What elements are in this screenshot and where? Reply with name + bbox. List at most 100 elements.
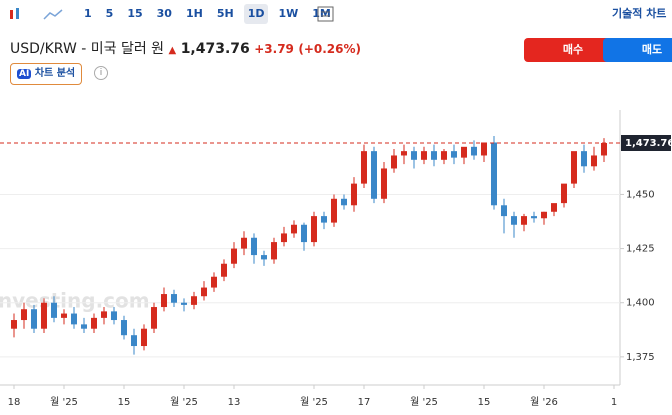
up-arrow: ▲ [168,45,177,56]
candle-body [551,203,557,212]
y-tick-label: 1,375 [626,352,655,363]
x-tick-label: 15 [478,397,491,408]
candle-body [351,183,357,206]
candle-body [91,317,97,329]
candle-body [371,151,377,199]
candle-body [301,224,307,243]
candle-body [311,216,317,243]
x-tick-label: 17 [358,397,371,408]
candle-body [431,151,437,160]
candle-body [541,211,547,219]
candle-body [201,287,207,297]
candle-body [121,320,127,336]
candle-body [401,151,407,156]
candle-body [341,198,347,206]
candle-body [391,155,397,169]
candle-body [31,309,37,329]
candle-body [221,263,227,277]
candle-body [71,313,77,325]
candle-body [491,142,497,206]
candle-body [591,155,597,167]
candle-body [21,309,27,321]
interval[interactable]: 5 [105,7,114,20]
change: +3.79 [254,42,294,56]
info-icon[interactable]: i [94,66,108,80]
candle-body [321,216,327,223]
candle-body [231,248,237,264]
candle-body [51,302,57,318]
candle-body [481,142,487,156]
candle-body [521,216,527,225]
x-tick-label: 18 [8,397,21,408]
tech-chart-link[interactable]: 기술적 차트 [612,7,667,20]
candle-body [181,302,187,305]
candle-body [101,311,107,318]
interval[interactable]: 1M [312,7,331,20]
sell-button[interactable]: 매도 [603,38,672,62]
candle-body [421,151,427,160]
interval[interactable]: 30 [156,7,172,20]
candle-body [81,324,87,329]
interval[interactable]: 1H [185,7,203,20]
interval[interactable]: 15 [127,7,143,20]
indicator-icon[interactable] [316,4,336,24]
y-tick-label: 1,400 [626,298,655,309]
candle-body [361,151,367,184]
candle-body [571,151,577,184]
candle-body [501,205,507,217]
candle-body [291,224,297,234]
candle-body [331,198,337,223]
candle-body [61,313,67,318]
x-tick-label: 13 [228,397,241,408]
ai-analysis-button[interactable]: AI 차트 분석 [10,63,83,85]
ai-badge: AI [17,69,32,79]
y-tick-label: 1,450 [626,189,655,200]
x-tick-label: 15 [118,397,131,408]
x-tick-label: 월 '25 [170,396,198,408]
candle-body [441,151,447,160]
candle-body [411,151,417,160]
candle-body [251,237,257,256]
x-tick-label: 1 [611,397,617,408]
candle-body [381,168,387,199]
candle-body [601,143,607,156]
candle-body [531,216,537,219]
interval[interactable]: 1W [278,7,299,20]
watermark: Investing.com [0,289,150,313]
y-tick-label: 1,425 [626,244,655,255]
last-price-label: 1,473.76 [625,138,672,149]
x-tick-label: 월 '25 [300,396,328,408]
interval-bar: 1 5 15 30 1H 5H 1D 1W 1M [80,4,335,24]
candle-body [461,146,467,158]
interval[interactable]: 1D [243,4,269,24]
header: USD/KRW - 미국 달러 원 ▲ 1,473.76 +3.79 (+0.2… [10,38,361,58]
candle-body [191,296,197,305]
candle-body [241,237,247,249]
candle-body [141,328,147,347]
candle-body [471,146,477,156]
candle-body [211,276,217,288]
interval[interactable]: 1 [84,7,92,20]
candle-body [41,302,47,329]
candle-body [261,255,267,260]
candle-body [11,320,17,329]
x-tick-label: 월 '26 [530,396,558,408]
instrument-title: USD/KRW - 미국 달러 원 [10,41,165,57]
candle-body [561,183,567,204]
x-tick-label: 월 '25 [410,396,438,408]
x-tick-label: 월 '25 [50,396,78,408]
candle-body [271,242,277,260]
price: 1,473.76 [180,41,250,57]
candle-body [151,307,157,329]
candle-body [581,151,587,167]
candle-body [111,311,117,321]
candle-body [451,151,457,158]
candle-body [281,233,287,243]
chart-type-icons[interactable] [8,6,70,24]
candle-body [511,216,517,225]
last-price-tag [621,135,671,151]
interval[interactable]: 5H [216,7,234,20]
change-pct: (+0.26%) [298,42,362,56]
